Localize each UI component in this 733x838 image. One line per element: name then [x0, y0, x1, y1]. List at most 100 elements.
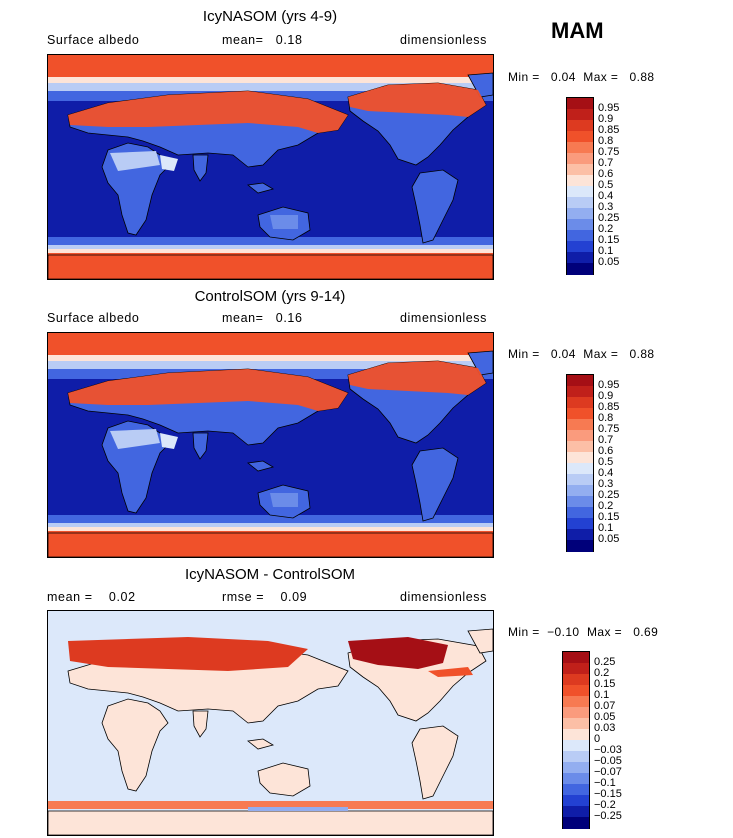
- map-latitude-band: [48, 55, 493, 77]
- colorbar-swatch: [567, 197, 593, 209]
- map-continent-outline: [48, 254, 493, 279]
- map-continent-outline: [411, 169, 459, 244]
- colorbar-swatch: [563, 674, 589, 686]
- colorbar-tick-label: 0.5: [598, 456, 614, 468]
- colorbar-tick-label: 0.7: [598, 157, 614, 169]
- panel3-colorbar: 0.25 0.2 0.15 0.1 0.07 0.05 0.03 0 −0.03 −0.05 −0.…: [562, 651, 622, 829]
- colorbar-swatch: [567, 208, 593, 220]
- colorbar-swatch: [567, 408, 593, 420]
- colorbar-tick-label: 0.5: [598, 179, 614, 191]
- colorbar-tick-label: −0.05: [594, 755, 622, 767]
- colorbar-tick-label: 0.25: [598, 489, 620, 501]
- colorbar-tick-label: 0.05: [598, 533, 620, 545]
- map-continent-outline: [257, 762, 311, 797]
- colorbar-tick-label: 0.1: [594, 689, 610, 701]
- panel3-map: [47, 610, 494, 836]
- map-anomaly-region: [428, 667, 473, 677]
- colorbar-swatch: [563, 718, 589, 730]
- colorbar-tick-label: 0.15: [598, 511, 620, 523]
- colorbar-swatch: [563, 707, 589, 719]
- colorbar-tick-label: −0.15: [594, 788, 622, 800]
- colorbar-swatch: [563, 806, 589, 818]
- map-latitude-band: [48, 249, 493, 253]
- colorbar-swatch: [567, 540, 593, 552]
- colorbar-swatch: [567, 230, 593, 242]
- panel2-mean-label: mean= 0.16: [222, 311, 303, 325]
- map-continent-outline: [467, 628, 493, 654]
- panel3-title: IcyNASOM - ControlSOM: [184, 566, 356, 583]
- map-snow-eurasia: [68, 369, 348, 411]
- panel1-units-label: dimensionless: [400, 33, 488, 47]
- colorbar-swatch: [567, 507, 593, 519]
- colorbar-swatch: [563, 817, 589, 829]
- panel2-variable-label: Surface albedo: [47, 311, 140, 325]
- map-latitude-band: [48, 361, 493, 369]
- colorbar-tick-label: −0.07: [594, 766, 622, 778]
- map-desert-region: [160, 433, 178, 449]
- panel3-min-max: Min = −0.10 Max = 0.69: [508, 625, 659, 639]
- colorbar-tick-label: 0.15: [598, 234, 620, 246]
- colorbar-swatch: [567, 252, 593, 264]
- map-snow-namerica: [348, 361, 486, 395]
- map-desert-region: [110, 429, 160, 449]
- map-anomaly-region: [248, 807, 348, 811]
- colorbar-swatch: [567, 98, 593, 110]
- panel2-map: [47, 332, 494, 558]
- colorbar-swatch: [567, 386, 593, 398]
- map-anomaly-region: [48, 801, 493, 809]
- panel1-colorbar: 0.95 0.9 0.85 0.8 0.75 0.7 0.6 0.5 0.4 0.3 0.25 0.2…: [566, 97, 619, 275]
- map-desert-region: [110, 151, 160, 171]
- panel1-title: IcyNASOM (yrs 4-9): [202, 8, 338, 25]
- map-latitude-band: [48, 333, 493, 355]
- colorbar-tick-label: 0.85: [598, 124, 620, 136]
- map-latitude-band: [48, 77, 493, 83]
- map-latitude-band: [48, 237, 493, 245]
- map-latitude-band: [48, 527, 493, 531]
- panel1-map-svg: [48, 55, 493, 279]
- map-continent-outline: [48, 810, 493, 835]
- colorbar-tick-label: 0.25: [594, 656, 616, 668]
- map-desert-region: [160, 155, 178, 171]
- colorbar-swatch: [567, 419, 593, 431]
- panel1-mean-label: mean= 0.18: [222, 33, 303, 47]
- panel2-map-svg: [48, 333, 493, 557]
- colorbar-swatch: [567, 452, 593, 464]
- colorbar-swatch: [567, 529, 593, 541]
- colorbar-tick-label: 0.75: [598, 423, 620, 435]
- map-anomaly-region: [348, 637, 448, 669]
- colorbar-swatch: [567, 164, 593, 176]
- colorbar-tick-label: 0.2: [598, 223, 614, 235]
- map-continent-outline: [48, 532, 493, 557]
- panel1-variable-label: Surface albedo: [47, 33, 140, 47]
- colorbar-tick-label: 0.9: [598, 113, 614, 125]
- colorbar-swatch: [567, 241, 593, 253]
- colorbar-swatch: [563, 652, 589, 664]
- colorbar-tick-label: 0.75: [598, 146, 620, 158]
- map-latitude-band: [48, 83, 493, 91]
- colorbar-swatch: [567, 263, 593, 275]
- colorbar-swatch: [567, 131, 593, 143]
- panel3-rmse-label: rmse = 0.09: [222, 590, 308, 604]
- colorbar-swatch: [563, 795, 589, 807]
- colorbar-swatch: [567, 463, 593, 475]
- colorbar-tick-label: 0.85: [598, 401, 620, 413]
- colorbar-swatch: [563, 773, 589, 785]
- colorbar-swatch: [567, 219, 593, 231]
- map-continent-outline: [411, 447, 459, 522]
- colorbar-tick-label: 0.15: [594, 678, 616, 690]
- map-latitude-band: [48, 523, 493, 527]
- colorbar-swatch: [567, 485, 593, 497]
- map-continent-outline: [411, 725, 459, 800]
- colorbar-tick-label: 0.2: [598, 500, 614, 512]
- colorbar-swatch: [563, 784, 589, 796]
- colorbar-swatch: [563, 762, 589, 774]
- colorbar-tick-label: 0.1: [598, 522, 614, 534]
- colorbar-swatch: [563, 751, 589, 763]
- colorbar-tick-label: 0.6: [598, 168, 614, 180]
- colorbar-tick-label: 0.2: [594, 667, 610, 679]
- map-snow-eurasia: [68, 91, 348, 133]
- panel1-min-max: Min = 0.04 Max = 0.88: [508, 70, 655, 84]
- colorbar-tick-label: −0.25: [594, 810, 622, 822]
- colorbar-tick-label: 0.95: [598, 379, 620, 391]
- panel3-mean-label: mean = 0.02: [47, 590, 136, 604]
